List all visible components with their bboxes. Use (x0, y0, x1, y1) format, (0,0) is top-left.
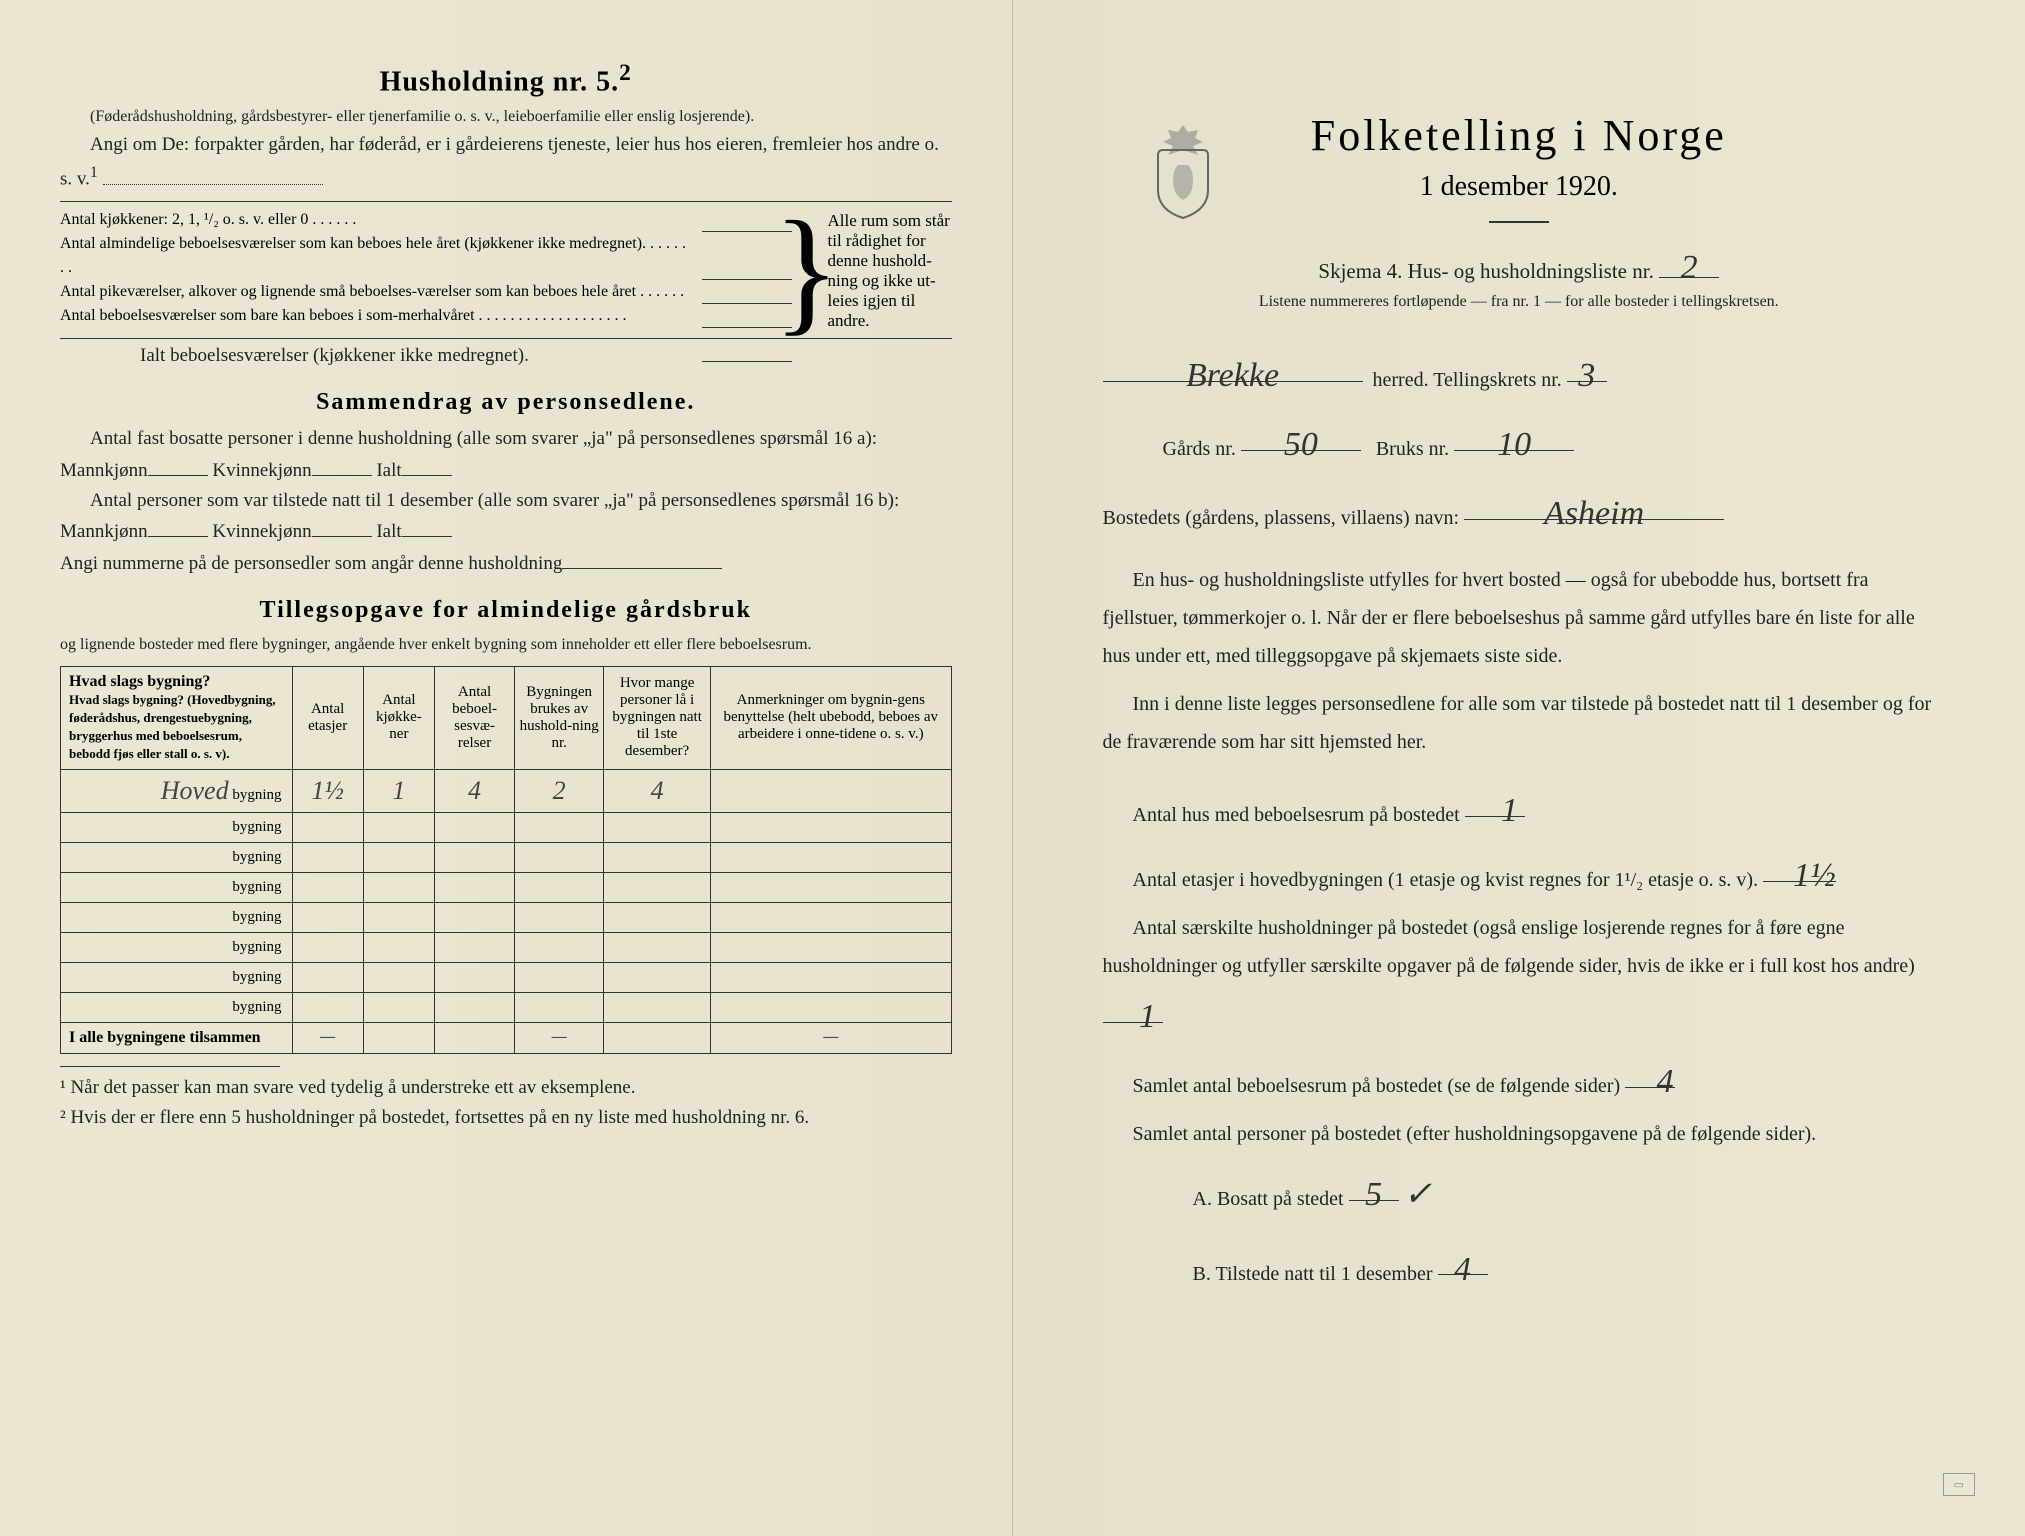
q5: Samlet antal personer på bostedet (efter… (1103, 1115, 1936, 1153)
left-page: Husholdning nr. 5.2 (Føderådshusholdning… (0, 0, 1013, 1536)
rooms-row-1: Antal almindelige beboelsesværelser som … (60, 232, 694, 280)
table-row: bygning (61, 872, 952, 902)
buildings-table: Hvad slags bygning? Hvad slags bygning? … (60, 666, 952, 1054)
th-beboelse: Antal beboel-sesvæ-relser (434, 666, 514, 769)
footnote-2: ² Hvis der er flere enn 5 husholdninger … (60, 1103, 952, 1133)
check-mark-icon: ✓ (1404, 1163, 1433, 1228)
table-row: bygning (61, 902, 952, 932)
table-row: bygning (61, 932, 952, 962)
skjema-line: Skjema 4. Hus- og husholdningsliste nr. … (1073, 241, 1966, 289)
angi-line: Angi om De: forpakter gården, har føderå… (60, 130, 952, 195)
supplement-title: Tillegsopgave for almindelige gårdsbruk (60, 597, 952, 624)
rooms-brace-block: Antal kjøkkener: 2, 1, ¹/₂ o. s. v. elle… (60, 208, 952, 334)
q5a: A. Bosatt på stedet 5 ✓ (1103, 1163, 1936, 1228)
summary-line-2: Antal personer som var tilstede natt til… (60, 486, 952, 548)
gards-line: Gårds nr. 50 Bruks nr. 10 (1103, 413, 1936, 468)
q4: Samlet antal beboelsesrum på bostedet (s… (1103, 1050, 1936, 1105)
th-personer: Hvor mange personer lå i bygningen natt … (604, 666, 711, 769)
q2: Antal etasjer i hovedbygningen (1 etasje… (1103, 844, 1936, 899)
para-1: En hus- og husholdningsliste utfylles fo… (1103, 561, 1936, 675)
rooms-row-2: Antal pikeværelser, alkover og lignende … (60, 280, 694, 304)
para-2: Inn i denne liste legges personsedlene f… (1103, 685, 1936, 761)
summary-line-3: Angi nummerne på de personsedler som ang… (60, 548, 952, 579)
table-row: bygning (61, 962, 952, 992)
list-numbering-note: Listene nummereres fortløpende — fra nr.… (1073, 289, 1966, 315)
summary-line-1: Antal fast bosatte personer i denne hush… (60, 424, 952, 486)
footnote-1: ¹ Når det passer kan man svare ved tydel… (60, 1073, 952, 1103)
brace-icon: } (792, 208, 822, 334)
th-anm: Anmerkninger om bygnin-gens benyttelse (… (711, 666, 951, 769)
summary-title: Sammendrag av personsedlene. (60, 389, 952, 416)
th-etasjer: Antal etasjer (292, 666, 363, 769)
th-kjokken: Antal kjøkke-ner (363, 666, 434, 769)
th-brukes: Bygningen brukes av hushold-ning nr. (515, 666, 604, 769)
th-bygning: Hvad slags bygning? Hvad slags bygning? … (61, 666, 293, 769)
rooms-row-3: Antal beboelsesværelser som bare kan beb… (60, 304, 694, 328)
table-row: Hoved bygning 1½ 1 4 2 4 (61, 769, 952, 812)
ialt-row: Ialt beboelsesværelser (kjøkkener ikke m… (60, 341, 952, 371)
q3: Antal særskilte husholdninger på bostede… (1103, 909, 1936, 1040)
herred-line: Brekke herred. Tellingskrets nr. 3 (1103, 344, 1936, 399)
kitchen-count-label: Antal kjøkkener: 2, 1, ¹/₂ o. s. v. elle… (60, 208, 694, 232)
household-title: Husholdning nr. 5.2 (60, 60, 952, 98)
supplement-sub: og lignende bosteder med flere bygninger… (60, 632, 952, 658)
q5b: B. Tilstede natt til 1 desember 4 (1103, 1238, 1936, 1293)
table-row: bygning (61, 842, 952, 872)
household-subtitle: (Føderådshusholdning, gårdsbestyrer- ell… (60, 104, 952, 130)
archive-stamp: ▭ (1943, 1473, 1975, 1496)
coat-of-arms-icon (1143, 120, 1223, 220)
table-row: bygning (61, 992, 952, 1022)
bosted-line: Bostedets (gårdens, plassens, villaens) … (1103, 482, 1936, 537)
q1: Antal hus med beboelsesrum på bostedet 1 (1103, 779, 1936, 834)
right-page: Folketelling i Norge 1 desember 1920. Sk… (1013, 0, 2025, 1536)
table-row: bygning (61, 812, 952, 842)
footnotes: ¹ Når det passer kan man svare ved tydel… (60, 1066, 952, 1134)
table-sum-row: I alle bygningene tilsammen ——— (61, 1022, 952, 1053)
brace-note: Alle rum som står til rådighet for denne… (822, 208, 952, 334)
